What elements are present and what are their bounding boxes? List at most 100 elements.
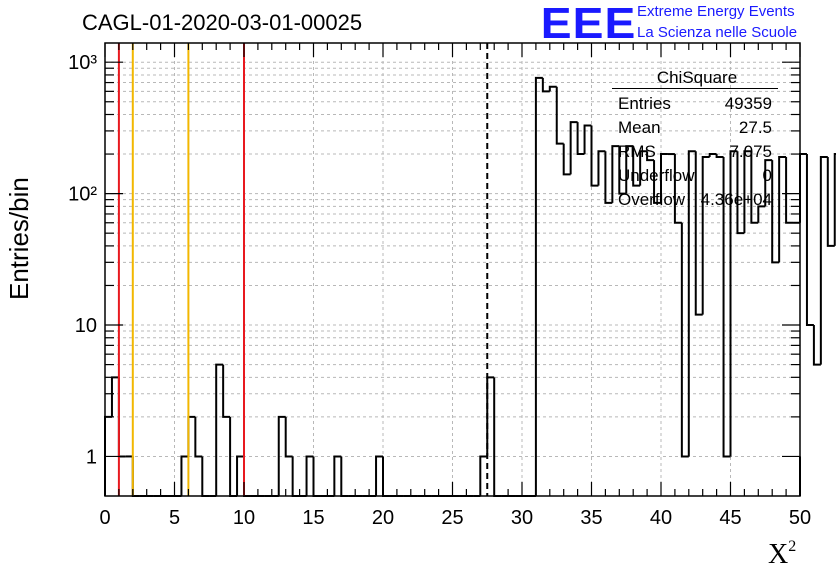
histogram-bin: [187, 415, 196, 457]
histogram-bin: [833, 153, 836, 246]
histogram-bin: [646, 151, 655, 162]
histogram-bin: [673, 154, 682, 224]
histogram-bin: [729, 150, 738, 457]
eee-logo: EEE: [540, 0, 637, 48]
histogram-bin: [180, 455, 189, 496]
stats-row-underflow: Underflow 0: [618, 166, 772, 188]
histogram-bin: [757, 205, 766, 223]
grid-lines: [105, 43, 800, 496]
logo-line-2: La Scienza nelle Scuole: [637, 24, 798, 41]
histogram-bin: [215, 363, 224, 496]
stats-row-entries: Entries 49359: [618, 94, 772, 116]
stats-value: 49359: [724, 94, 772, 113]
histogram-bin: [805, 154, 814, 327]
histogram-bin: [632, 146, 641, 187]
histogram-bin: [722, 156, 731, 458]
stats-row-rms: RMS 7.075: [618, 142, 772, 164]
histogram-bin: [799, 153, 807, 223]
histogram-bin: [625, 145, 634, 194]
histogram-bin: [194, 416, 203, 458]
x-tick-label: 15: [302, 507, 324, 529]
x-tick-label: 0: [99, 507, 110, 529]
histogram-bin: [534, 76, 543, 496]
x-tick-label: 20: [372, 507, 394, 529]
x-tick-label: 25: [441, 507, 463, 529]
histogram-bin: [604, 151, 613, 204]
histogram-bin: [277, 415, 286, 496]
histogram-bin: [375, 455, 383, 496]
x-tick-label: 30: [511, 507, 533, 529]
histogram-bin: [715, 154, 724, 158]
histogram-bin: [819, 155, 828, 365]
x-axis-label: X2: [768, 538, 796, 571]
histogram-bin: [284, 416, 293, 458]
reference-lines: [117, 43, 489, 496]
histogram-bin: [736, 151, 745, 235]
y-tick-label: 10: [75, 315, 97, 337]
histogram-bin: [110, 376, 119, 417]
histogram-bin: [701, 155, 710, 315]
histogram-bin: [340, 456, 349, 497]
histogram-bin: [708, 153, 717, 157]
stats-key: Entries: [618, 94, 671, 113]
y-axis-label: Entries/bin: [4, 177, 34, 300]
histogram-bin: [680, 222, 689, 458]
stats-value: 7.075: [729, 142, 772, 161]
histogram-bin: [771, 160, 780, 264]
x-tick-label: 35: [580, 507, 602, 529]
histogram-bin: [548, 85, 557, 92]
stats-key: Overflow: [618, 190, 686, 209]
histogram-bin: [764, 159, 773, 207]
stats-key: RMS: [618, 142, 656, 161]
histogram-bin: [576, 122, 585, 156]
stats-box: ChiSquare Entries 49359 Mean 27.5 RMS 7.…: [612, 66, 782, 210]
stats-key: Underflow: [618, 166, 695, 185]
histogram-bin: [291, 456, 300, 497]
histogram-bin: [597, 150, 606, 186]
x-tick-label: 45: [719, 507, 741, 529]
histogram-bin: [687, 150, 696, 457]
stats-value: 4.36e+04: [700, 190, 772, 209]
histogram-bin: [222, 364, 231, 418]
histogram-bin: [826, 156, 835, 247]
histogram-bin: [785, 156, 794, 224]
histogram-bin: [812, 325, 821, 366]
x-tick-label: 40: [650, 507, 672, 529]
x-axis-label-superscript: 2: [788, 538, 797, 555]
histogram-bin: [236, 455, 244, 496]
histogram-bin: [382, 456, 390, 497]
histogram-bin: [479, 455, 488, 496]
stats-row-overflow: Overflow 4.36e+04: [618, 190, 772, 212]
y-tick-label: 10³: [68, 52, 97, 74]
histogram-bin: [333, 455, 342, 496]
histogram-bin: [750, 151, 759, 224]
logo-line-1: Extreme Energy Events: [637, 3, 795, 20]
x-tick-label: 5: [169, 507, 180, 529]
axis-ticks: 0 5 10 15 20 25 30 35 40 45 50 1 10 10² 10³: [68, 43, 811, 529]
stats-row-mean: Mean 27.5: [618, 118, 772, 140]
histogram-bin: [743, 150, 752, 234]
y-tick-label: 10²: [68, 184, 97, 206]
histogram-bin: [778, 155, 787, 263]
x-tick-label: 10: [233, 507, 255, 529]
stats-value: 27.5: [738, 118, 772, 137]
x-axis-label-base: X: [768, 539, 789, 570]
stats-value: 0: [762, 166, 772, 185]
stats-key: Mean: [618, 118, 661, 137]
chart-title: CAGL-01-2020-03-01-00025: [82, 10, 363, 35]
histogram-bin: [618, 146, 627, 195]
histogram-bin: [583, 124, 592, 155]
histogram-bin: [243, 456, 251, 497]
histogram-bin: [312, 456, 321, 497]
histogram-bin: [590, 125, 599, 187]
histogram-bin: [694, 151, 703, 316]
histogram-bin: [305, 455, 314, 496]
histogram-bin: [131, 456, 140, 497]
histogram-bin: [639, 150, 648, 186]
y-tick-label: 1: [86, 446, 97, 468]
histogram-bin: [555, 86, 564, 145]
x-tick-label: 50: [789, 507, 811, 529]
histogram-bin: [541, 77, 550, 93]
histogram-bin: [611, 145, 620, 203]
